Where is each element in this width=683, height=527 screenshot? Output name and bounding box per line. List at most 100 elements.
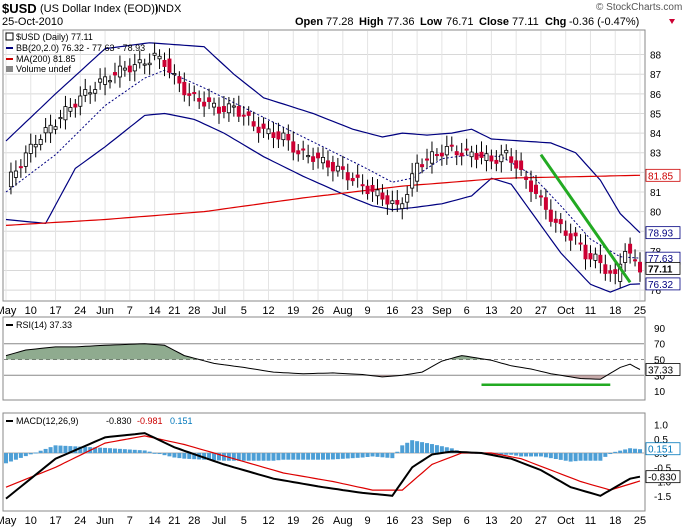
candle-down xyxy=(236,106,241,117)
candle-icon xyxy=(5,32,14,41)
macd-histogram-bar xyxy=(167,453,172,457)
x-tick-label-bottom: 25 xyxy=(634,515,646,527)
candle-down xyxy=(127,65,132,73)
macd-histogram-bar xyxy=(335,453,340,460)
candle-up xyxy=(504,149,509,154)
candle-up xyxy=(63,106,68,121)
macd-histogram-bar xyxy=(439,446,444,454)
signal-value: -0.981 xyxy=(137,416,163,426)
price-tag-label: 78.93 xyxy=(648,229,673,240)
x-tick-label: Jun xyxy=(96,305,114,317)
candle-up xyxy=(108,80,113,83)
macd-histogram-bar xyxy=(504,453,509,455)
macd-histogram-bar xyxy=(563,453,568,461)
macd-histogram-bar xyxy=(633,448,638,454)
candle-up xyxy=(306,155,311,158)
macd-histogram-bar xyxy=(271,453,276,461)
candle-down xyxy=(553,218,558,223)
macd-label-prefix: MACD(12,26,9) xyxy=(16,416,79,426)
macd-histogram-bar xyxy=(573,453,578,462)
macd-histogram-bar xyxy=(509,453,514,455)
candle-up xyxy=(226,103,231,114)
candle-up xyxy=(28,143,33,154)
macd-histogram-bar xyxy=(543,453,548,458)
ohlc-summary: Open 77.28 High 77.36 Low 76.71 Close 77… xyxy=(295,16,675,28)
x-tick-label: Jul xyxy=(212,305,226,317)
watermark: © StockCharts.com xyxy=(596,2,682,13)
candle-down xyxy=(340,166,345,170)
macd-histogram-bar xyxy=(429,444,434,454)
candle-down xyxy=(425,158,430,161)
candle-up xyxy=(58,117,63,120)
price-tag-box xyxy=(645,168,681,182)
macd-histogram-bar xyxy=(370,453,375,457)
macd-histogram-bar xyxy=(207,453,212,460)
macd-histogram-bar xyxy=(583,453,588,461)
macd-histogram-bar xyxy=(568,453,573,462)
candle-up xyxy=(103,76,108,85)
macd-histogram-bar xyxy=(306,453,311,460)
macd-histogram-bar xyxy=(221,453,226,461)
x-tick-label: 5 xyxy=(241,305,247,317)
macd-histogram-bar xyxy=(157,453,162,455)
candle-up xyxy=(147,62,152,66)
x-tick-label-bottom: 21 xyxy=(168,515,180,527)
candle-up xyxy=(152,52,157,56)
x-tick-label-bottom: 13 xyxy=(485,515,497,527)
candle-up xyxy=(43,127,48,134)
candle-down xyxy=(246,111,251,116)
candle-up xyxy=(429,151,434,164)
candle-up xyxy=(88,92,93,95)
candle-down xyxy=(558,219,563,225)
macd-histogram-bar xyxy=(425,443,430,454)
candle-down xyxy=(301,148,306,151)
candle-down xyxy=(202,101,207,107)
candle-up xyxy=(78,95,83,107)
candle-up xyxy=(415,162,420,182)
candle-up xyxy=(405,194,410,203)
candle-up xyxy=(444,146,449,156)
price-tick-label: 83 xyxy=(650,149,662,160)
macd-line xyxy=(5,432,641,500)
candle-down xyxy=(533,184,538,194)
candle-down xyxy=(221,106,226,113)
high-value: 77.36 xyxy=(387,16,415,28)
macd-histogram-bar xyxy=(578,453,583,461)
candle-down xyxy=(568,233,573,241)
macd-histogram-bar xyxy=(236,453,241,461)
rsi-tick-label: 30 xyxy=(654,371,666,382)
macd-histogram-bar xyxy=(53,445,58,454)
macd-histogram-bar xyxy=(192,453,197,460)
candle-down xyxy=(256,126,261,133)
x-tick-label-bottom: 26 xyxy=(312,515,324,527)
close-value: 77.11 xyxy=(512,16,539,28)
candle-up xyxy=(117,65,122,78)
macd-tick-label: 0.5 xyxy=(654,435,668,446)
macd-histogram-bar xyxy=(350,453,355,459)
macd-tick-label: -0.5 xyxy=(654,463,672,474)
rsi-oversold-shade xyxy=(6,375,640,380)
candle-down xyxy=(187,93,192,96)
macd-histogram-bar xyxy=(4,453,8,464)
x-tick-label-bottom: 11 xyxy=(585,515,596,527)
macd-tick-label: -1.5 xyxy=(654,492,672,503)
macd-histogram-bar xyxy=(325,453,330,460)
candle-down xyxy=(291,141,296,153)
candle-down xyxy=(613,269,618,274)
x-tick-label: 16 xyxy=(386,305,398,317)
macd-value-tag-box xyxy=(645,470,681,484)
x-tick-label-bottom: 10 xyxy=(25,515,37,527)
candle-down xyxy=(73,103,78,108)
candle-down xyxy=(360,184,365,187)
change-label: Chg xyxy=(545,16,566,28)
macd-histogram-bar xyxy=(558,453,563,460)
macd-histogram-bar xyxy=(598,453,603,461)
legend-bb: BB(20,2.0) 76.32 - 77.63 - 78.93 xyxy=(16,43,145,53)
candle-up xyxy=(266,128,271,135)
x-tick-label-bottom: 23 xyxy=(411,515,423,527)
macd-histogram-bar xyxy=(212,453,217,461)
candle-down xyxy=(365,185,370,195)
candle-up xyxy=(212,102,217,108)
x-tick-label: 11 xyxy=(585,305,596,317)
x-tick-label-bottom: 5 xyxy=(241,515,247,527)
